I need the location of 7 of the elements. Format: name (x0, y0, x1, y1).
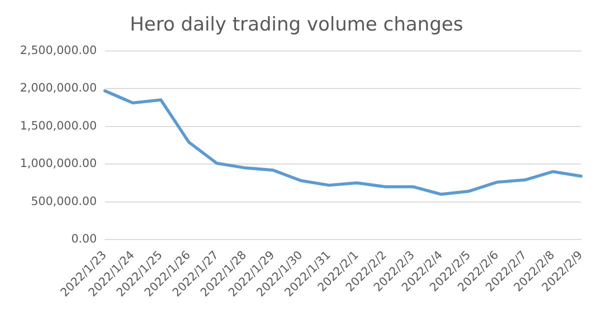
y-tick-label: 1,500,000.00 (20, 118, 97, 132)
y-tick-label: 2,000,000.00 (20, 80, 97, 95)
y-tick-label: 500,000.00 (30, 194, 97, 208)
chart-title: Hero daily trading volume changes (130, 13, 464, 36)
y-tick-label: 2,500,000.00 (20, 42, 97, 57)
y-tick-label: 0.00 (71, 232, 97, 246)
y-tick-label: 1,000,000.00 (20, 156, 97, 170)
